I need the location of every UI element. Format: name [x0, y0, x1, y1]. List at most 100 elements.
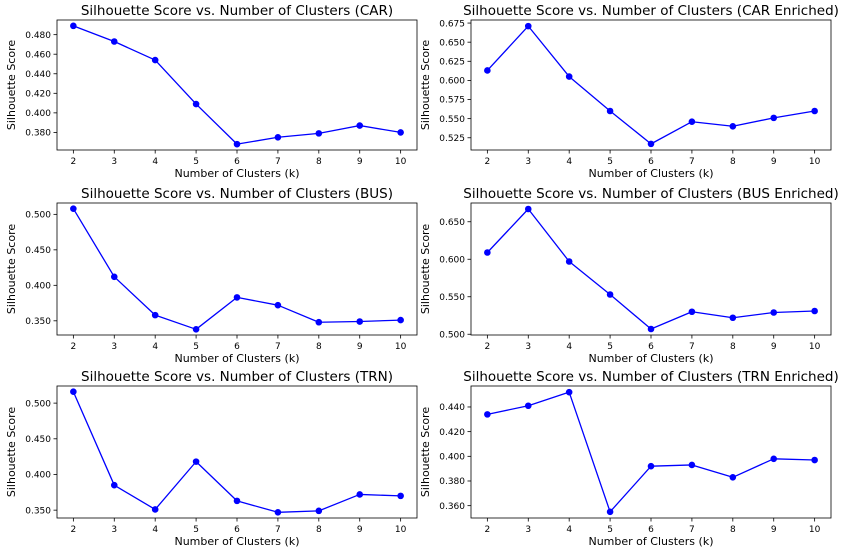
y-tick-label: 0.600 [439, 255, 465, 265]
x-tick-label: 8 [730, 342, 736, 352]
x-tick-label: 2 [70, 525, 76, 535]
data-point [233, 140, 241, 148]
data-point [192, 100, 200, 108]
x-tick-label: 6 [234, 342, 240, 352]
data-point [647, 140, 655, 148]
data-point [151, 506, 159, 513]
data-point [811, 456, 818, 464]
y-tick-label: 0.650 [439, 38, 465, 48]
y-axis-label: Silhouette Score [419, 224, 432, 314]
data-point [565, 258, 573, 265]
series-line [486, 208, 815, 330]
y-tick-label: 0.500 [439, 330, 465, 340]
y-axis-label: Silhouette Score [5, 40, 18, 130]
x-axis-label: Number of Clusters (k) [174, 352, 299, 365]
x-tick-label: 6 [234, 525, 240, 535]
data-point [70, 22, 77, 30]
data-point [315, 507, 323, 515]
x-tick-label: 6 [648, 342, 654, 352]
data-point [484, 67, 491, 74]
subplot-2: Silhouette Score vs. Number of Clusters … [419, 3, 839, 180]
data-point [606, 291, 614, 298]
x-tick-label: 9 [357, 157, 363, 167]
x-tick-label: 9 [771, 157, 777, 167]
x-tick-label: 2 [70, 342, 76, 352]
series-line [72, 208, 401, 330]
x-tick-label: 6 [234, 157, 240, 167]
x-axis-label: Number of Clusters (k) [588, 167, 713, 180]
x-tick-label: 9 [771, 525, 777, 535]
x-tick-label: 10 [395, 157, 407, 167]
data-point [151, 311, 159, 319]
x-tick-label: 9 [357, 525, 363, 535]
y-tick-label: 0.550 [439, 115, 465, 125]
y-tick-label: 0.600 [439, 77, 465, 87]
x-tick-label: 2 [484, 525, 490, 535]
data-point [729, 314, 737, 322]
x-tick-label: 7 [275, 525, 281, 535]
subplot-1: Silhouette Score vs. Number of Clusters … [5, 3, 418, 180]
series-line [73, 25, 401, 145]
x-tick-label: 7 [689, 525, 695, 535]
y-tick-label: 0.440 [439, 403, 465, 413]
data-point [274, 133, 282, 141]
y-tick-label: 0.350 [25, 506, 51, 516]
data-point [524, 22, 532, 30]
data-point [233, 294, 241, 301]
data-point [688, 118, 696, 126]
y-tick-label: 0.525 [439, 134, 465, 144]
y-tick-label: 0.450 [25, 246, 51, 256]
x-axis-label: Number of Clusters (k) [174, 535, 299, 548]
x-tick-label: 3 [111, 525, 117, 535]
x-tick-label: 6 [648, 157, 654, 167]
data-point [70, 388, 77, 396]
data-point [688, 308, 696, 316]
x-tick-label: 2 [484, 342, 490, 352]
y-tick-label: 0.480 [25, 31, 51, 41]
data-point [192, 458, 200, 465]
series-line [487, 391, 815, 513]
data-point [770, 455, 778, 463]
x-tick-label: 5 [193, 157, 199, 167]
x-tick-label: 9 [771, 342, 777, 352]
x-tick-label: 5 [193, 342, 199, 352]
y-tick-label: 0.675 [439, 19, 465, 29]
data-point [233, 497, 241, 505]
y-axis-label: Silhouette Score [5, 407, 18, 497]
x-tick-label: 5 [607, 157, 613, 167]
y-axis-label: Silhouette Score [5, 224, 18, 314]
data-point [811, 107, 818, 115]
data-point [770, 114, 778, 122]
data-point [151, 56, 159, 64]
data-point [688, 461, 696, 469]
data-point [274, 508, 282, 516]
x-tick-label: 7 [689, 342, 695, 352]
chart-title: Silhouette Score vs. Number of Clusters … [463, 3, 839, 19]
y-tick-label: 0.550 [439, 293, 465, 303]
x-tick-label: 3 [111, 342, 117, 352]
x-tick-label: 10 [809, 342, 821, 352]
data-point [356, 318, 364, 325]
data-point [606, 107, 614, 115]
x-axis-label: Number of Clusters (k) [588, 352, 713, 365]
data-point [110, 273, 118, 281]
x-tick-label: 4 [566, 157, 572, 167]
data-point [565, 73, 573, 80]
data-point [647, 462, 655, 470]
subplot-4: Silhouette Score vs. Number of Clusters … [419, 186, 839, 365]
x-tick-label: 5 [607, 342, 613, 352]
data-point [484, 411, 491, 418]
data-point [110, 38, 118, 45]
y-tick-label: 0.450 [25, 435, 51, 445]
x-axis-label: Number of Clusters (k) [588, 535, 713, 548]
data-point [729, 473, 737, 481]
data-point [524, 402, 532, 410]
axes-frame [470, 202, 832, 336]
y-tick-label: 0.400 [439, 453, 465, 463]
data-point [315, 130, 323, 137]
x-tick-label: 2 [70, 157, 76, 167]
data-point [397, 492, 404, 500]
subplot-3: Silhouette Score vs. Number of Clusters … [5, 186, 418, 365]
y-tick-label: 0.380 [439, 477, 465, 487]
